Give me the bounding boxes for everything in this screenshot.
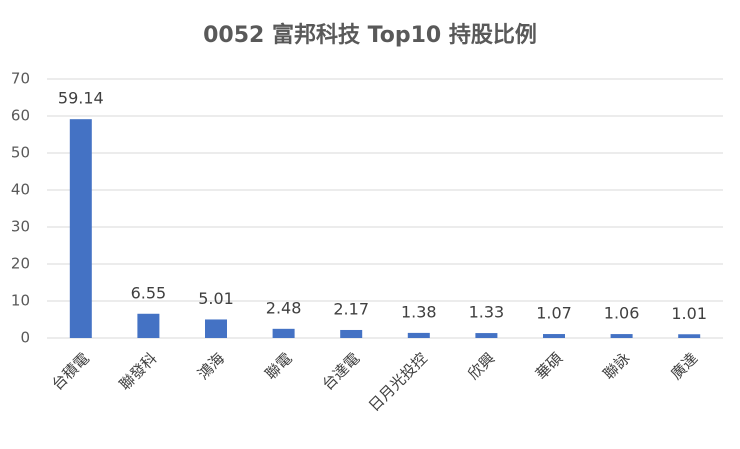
y-tick-label: 70 [11,70,30,88]
y-tick-label: 50 [11,144,30,162]
value-label: 1.01 [671,304,707,323]
y-tick-label: 10 [11,292,30,310]
bar [272,328,295,338]
value-label: 59.14 [58,89,104,108]
x-tick-label: 聯詠 [600,349,634,383]
bar [340,329,363,338]
value-label: 1.06 [604,304,640,323]
y-tick-label: 40 [11,181,30,199]
bar [610,334,633,338]
y-tick-label: 20 [11,255,30,273]
value-label: 1.38 [401,302,437,321]
y-tick-label: 60 [11,107,30,125]
chart-title: 0052 富邦科技 Top10 持股比例 [203,22,537,48]
x-tick-label: 欣興 [464,349,498,383]
y-tick-label: 0 [20,329,30,347]
value-label: 1.07 [536,304,572,323]
bar [407,332,430,338]
value-label: 1.33 [469,303,505,322]
x-tick-label: 聯電 [262,349,296,383]
x-tick-label: 日月光投控 [365,349,431,415]
bar [543,334,565,338]
x-tick-label: 鴻海 [194,349,228,383]
bar [69,119,92,338]
value-label: 2.17 [333,299,369,318]
bar [475,333,498,338]
value-label: 6.55 [131,283,167,302]
bar [137,313,160,338]
x-tick-label: 聯發科 [116,349,161,394]
value-label: 2.48 [266,298,302,317]
x-tick-label: 華碩 [532,349,566,383]
bar [205,319,227,338]
x-tick-label: 廣達 [667,349,701,383]
x-tick-label: 台達電 [319,349,364,394]
bar [678,334,701,338]
x-tick-label: 台積電 [48,349,93,394]
value-label: 5.01 [198,289,234,308]
y-tick-label: 30 [11,218,30,236]
